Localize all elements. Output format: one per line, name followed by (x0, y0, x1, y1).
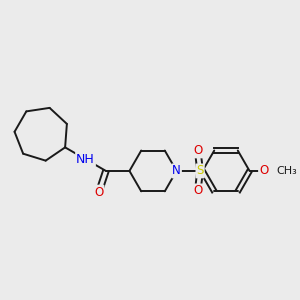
Text: CH₃: CH₃ (277, 166, 297, 176)
Text: NH: NH (76, 153, 95, 166)
Text: O: O (193, 144, 203, 158)
Text: O: O (193, 184, 203, 197)
Text: O: O (94, 186, 104, 199)
Text: N: N (172, 164, 181, 177)
Text: O: O (259, 164, 268, 177)
Text: S: S (196, 164, 204, 177)
